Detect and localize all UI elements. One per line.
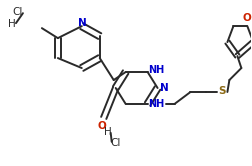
Text: H: H <box>8 19 16 29</box>
Text: S: S <box>219 86 226 96</box>
Text: N: N <box>78 18 87 28</box>
Text: N: N <box>160 83 169 93</box>
Text: O: O <box>243 13 252 23</box>
Text: Cl: Cl <box>111 138 121 148</box>
Text: O: O <box>97 121 106 131</box>
Text: H: H <box>104 127 112 137</box>
Text: NH: NH <box>148 65 165 75</box>
Text: NH: NH <box>148 99 165 109</box>
Text: Cl: Cl <box>13 7 23 17</box>
